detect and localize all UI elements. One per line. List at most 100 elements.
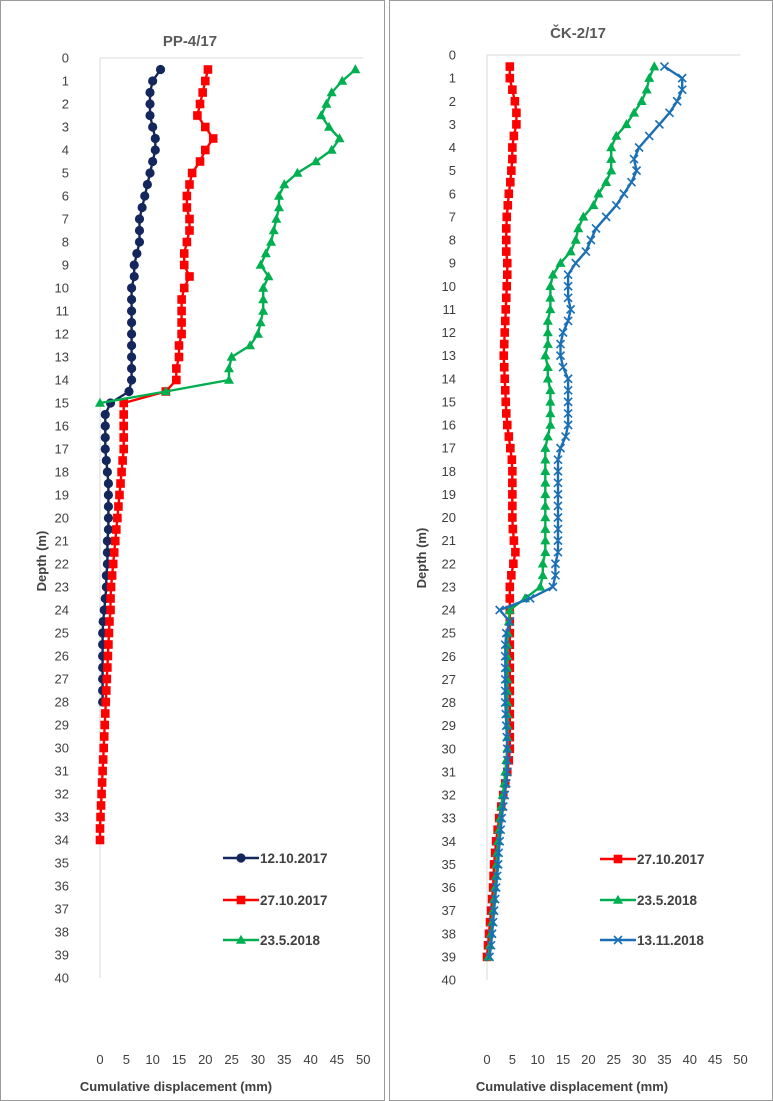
series-12-10-2017: [98, 64, 166, 707]
y-tick-label: 13: [55, 350, 69, 365]
data-point: [504, 432, 514, 441]
y-tick-label: 1: [449, 71, 456, 86]
legend-label: 23.5.2018: [637, 893, 698, 908]
data-point: [553, 455, 563, 465]
data-point: [350, 64, 361, 74]
y-tick-label: 35: [442, 857, 456, 872]
data-point: [252, 328, 263, 338]
data-point: [499, 339, 509, 349]
data-point: [571, 258, 581, 268]
data-point: [490, 894, 500, 904]
y-tick-label: 0: [449, 48, 456, 63]
data-point: [672, 96, 682, 106]
data-point: [563, 408, 573, 419]
legend-marker: [236, 853, 246, 863]
x-tick-label: 5: [509, 1052, 516, 1067]
data-point: [561, 431, 571, 442]
data-point: [145, 99, 155, 109]
x-tick-label: 40: [683, 1052, 697, 1067]
data-point: [195, 99, 205, 109]
y-tick-label: 17: [55, 442, 69, 457]
x-tick-label: 50: [356, 1052, 370, 1067]
data-point: [201, 145, 210, 155]
data-point: [634, 142, 644, 153]
data-point: [106, 605, 115, 615]
y-tick-label: 36: [442, 880, 456, 895]
data-point: [258, 294, 269, 304]
data-point: [495, 605, 505, 615]
data-point: [508, 466, 517, 476]
y-tick-label: 37: [55, 902, 69, 917]
data-point: [506, 177, 515, 187]
y-tick-label: 8: [449, 233, 456, 248]
data-point: [101, 697, 111, 707]
data-point: [563, 420, 573, 430]
data-point: [97, 778, 107, 787]
data-point: [223, 374, 234, 384]
data-point: [601, 176, 612, 186]
data-point: [508, 154, 517, 164]
data-point: [115, 490, 124, 500]
data-point: [501, 778, 511, 789]
data-point: [545, 281, 556, 291]
y-tick-label: 6: [449, 186, 456, 201]
data-point: [553, 489, 563, 499]
data-point: [95, 835, 105, 845]
data-point: [488, 917, 498, 927]
data-point: [505, 616, 515, 627]
y-tick-label: 9: [62, 258, 69, 273]
axes: [99, 57, 364, 978]
y-tick-label: 0: [62, 51, 69, 66]
data-point: [117, 467, 126, 477]
x-tick-label: 15: [556, 1052, 570, 1067]
data-point: [493, 859, 503, 869]
data-point: [545, 304, 556, 314]
data-point: [542, 315, 553, 325]
data-point: [182, 203, 192, 212]
data-point: [550, 570, 561, 580]
y-tick-label: 8: [62, 235, 69, 250]
y-tick-label: 15: [55, 396, 69, 411]
chart-panel-ck-2-17: ČK-2/17 Cumulative displacement (mm) Dep…: [389, 0, 773, 1101]
data-point: [177, 295, 186, 304]
data-point: [497, 813, 507, 823]
data-point: [126, 363, 137, 374]
data-point: [255, 317, 266, 327]
legend-item-13-11-2018: 13.11.2018: [600, 933, 704, 948]
data-point: [501, 305, 511, 314]
data-point: [499, 351, 509, 360]
data-point: [553, 501, 563, 511]
data-point: [126, 340, 137, 351]
data-point: [195, 157, 205, 166]
data-point: [201, 76, 210, 86]
y-tick-label: 24: [55, 603, 69, 618]
data-point: [593, 188, 604, 198]
data-point: [508, 490, 517, 499]
data-point: [501, 235, 511, 245]
data-point: [155, 64, 166, 75]
data-point: [95, 397, 105, 407]
data-point: [545, 408, 556, 418]
data-point: [508, 143, 517, 152]
data-point: [119, 410, 128, 419]
data-point: [109, 548, 119, 557]
data-point: [586, 235, 596, 245]
data-point: [179, 249, 189, 258]
data-point: [570, 234, 581, 244]
legend-item-12-10-2017: 12.10.2017: [223, 851, 328, 866]
data-point: [326, 144, 337, 154]
y-tick-label: 20: [55, 511, 69, 526]
data-point: [150, 145, 160, 155]
data-point: [134, 237, 145, 247]
y-tick-label: 23: [55, 580, 69, 595]
data-point: [160, 386, 171, 396]
x-tick-label: 5: [123, 1052, 130, 1067]
data-point: [548, 582, 558, 592]
y-tick-label: 40: [442, 973, 456, 988]
data-point: [553, 547, 563, 557]
y-tick-label: 13: [442, 348, 456, 363]
y-tick-label: 29: [442, 718, 456, 733]
y-tick-label: 10: [442, 279, 456, 294]
data-point: [172, 364, 181, 373]
data-point: [545, 396, 556, 406]
